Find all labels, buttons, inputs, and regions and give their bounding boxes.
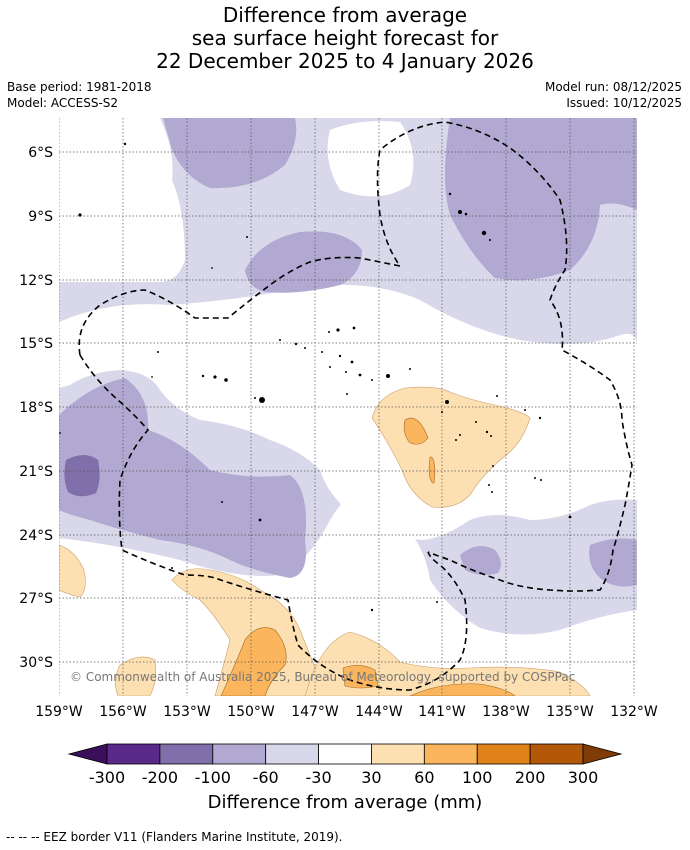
purple-region-center-north bbox=[245, 231, 362, 293]
lat-label: 27°S bbox=[19, 591, 53, 607]
lon-label: 144°W bbox=[355, 704, 403, 720]
orange-region-east-central-deep-2 bbox=[428, 456, 436, 484]
colorbar-swatch bbox=[423, 743, 478, 765]
islands bbox=[59, 142, 572, 612]
map-area: © Commonwealth of Australia 2025, Bureau… bbox=[59, 118, 637, 696]
issued-date: Issued: 10/12/2025 bbox=[566, 96, 682, 110]
meta-left: Base period: 1981-2018 Model: ACCESS-S2 bbox=[7, 79, 152, 111]
orange-region-southeast-deep bbox=[342, 665, 379, 689]
orange-region-east-central-deep bbox=[403, 417, 429, 445]
chart-title: Difference from average sea surface heig… bbox=[0, 4, 690, 73]
latitude-labels: 6°S 9°S 12°S 15°S 18°S 21°S 24°S 27°S 30°S bbox=[19, 145, 53, 671]
title-line-3: 22 December 2025 to 4 January 2026 bbox=[156, 49, 534, 73]
colorbar-tick-label: -300 bbox=[89, 768, 125, 787]
colorbar-tick-label: -100 bbox=[195, 768, 231, 787]
purple-region-west bbox=[59, 378, 306, 578]
lon-label: 159°W bbox=[35, 704, 83, 720]
base-period: Base period: 1981-2018 bbox=[7, 80, 152, 94]
colorbar-tick-label: -30 bbox=[305, 768, 331, 787]
orange-region-southeast-deep-2 bbox=[409, 683, 516, 696]
white-region-north-center bbox=[327, 121, 414, 197]
lat-label: 24°S bbox=[19, 528, 53, 544]
footer-legend-note: -- -- -- EEZ border V11 (Flanders Marine… bbox=[6, 830, 343, 844]
orange-region-southwest-small bbox=[115, 656, 157, 696]
white-region-northwest bbox=[59, 118, 185, 282]
orange-region-far-west bbox=[59, 544, 86, 598]
lon-label: 141°W bbox=[418, 704, 466, 720]
colorbar-tick-label: 200 bbox=[515, 768, 546, 787]
lon-label: 156°W bbox=[99, 704, 147, 720]
lat-label: 21°S bbox=[19, 464, 53, 480]
colorbar-tick-label: 30 bbox=[361, 768, 381, 787]
longitude-labels: 159°W 156°W 153°W 150°W 147°W 144°W 141°W 138°W… bbox=[35, 704, 658, 720]
meta-right: Model run: 08/12/2025 Issued: 10/12/2025 bbox=[545, 79, 682, 111]
colorbar-extension-low bbox=[67, 743, 108, 765]
title-line-2: sea surface height forecast for bbox=[191, 26, 499, 50]
lon-label: 138°W bbox=[482, 704, 530, 720]
purple-region-northeast bbox=[445, 118, 637, 281]
model-name: Model: ACCESS-S2 bbox=[7, 96, 119, 110]
white-region-south bbox=[59, 488, 637, 696]
colorbar-tick-label: 100 bbox=[462, 768, 493, 787]
orange-region-south bbox=[171, 568, 331, 696]
model-run: Model run: 08/12/2025 bbox=[544, 80, 682, 94]
colorbar-swatch bbox=[159, 743, 214, 765]
eez-border-south-west bbox=[79, 354, 468, 691]
eez-border-french-polynesia bbox=[78, 121, 633, 592]
lat-label: 30°S bbox=[19, 655, 53, 671]
lon-label: 135°W bbox=[546, 704, 594, 720]
lon-label: 132°W bbox=[610, 704, 658, 720]
lon-label: 153°W bbox=[163, 704, 211, 720]
colorbar-swatch bbox=[371, 743, 425, 765]
lat-label: 12°S bbox=[19, 273, 53, 289]
colorbar-swatch bbox=[106, 743, 161, 765]
title-line-1: Difference from average bbox=[222, 3, 468, 27]
purple-region-west-deep bbox=[64, 455, 100, 497]
copyright-text: © Commonwealth of Australia 2025, Bureau… bbox=[70, 670, 575, 684]
colorbar-tick-labels: -300 -200 -100 -60 -30 30 60 100 200 300 bbox=[89, 768, 598, 787]
colorbar-swatch bbox=[265, 743, 319, 765]
purple-region-northwest bbox=[163, 118, 297, 189]
purple-region-southeast-edge bbox=[589, 538, 637, 587]
lat-label: 18°S bbox=[19, 400, 53, 416]
colorbar-swatch bbox=[529, 743, 584, 765]
colorbar-extension-high bbox=[582, 743, 623, 765]
orange-region-east-central bbox=[371, 386, 531, 508]
colorbar-tick-label: -200 bbox=[142, 768, 178, 787]
lat-label: 15°S bbox=[19, 336, 53, 352]
orange-region-south-deep bbox=[220, 627, 287, 696]
lat-label: 6°S bbox=[28, 145, 53, 161]
lon-label: 147°W bbox=[291, 704, 339, 720]
purple-region-southeast bbox=[460, 546, 501, 575]
colorbar-tick-label: 60 bbox=[414, 768, 434, 787]
lon-label: 150°W bbox=[227, 704, 275, 720]
colorbar-swatch bbox=[212, 743, 267, 765]
colorbar-tick-label: -60 bbox=[253, 768, 279, 787]
colorbar-swatch bbox=[476, 743, 531, 765]
colorbar bbox=[67, 743, 623, 765]
colorbar-tick-label: 300 bbox=[568, 768, 599, 787]
colorbar-swatch bbox=[318, 743, 372, 765]
white-region-central bbox=[59, 284, 637, 540]
lat-label: 9°S bbox=[28, 209, 53, 225]
colorbar-label: Difference from average (mm) bbox=[207, 792, 483, 813]
